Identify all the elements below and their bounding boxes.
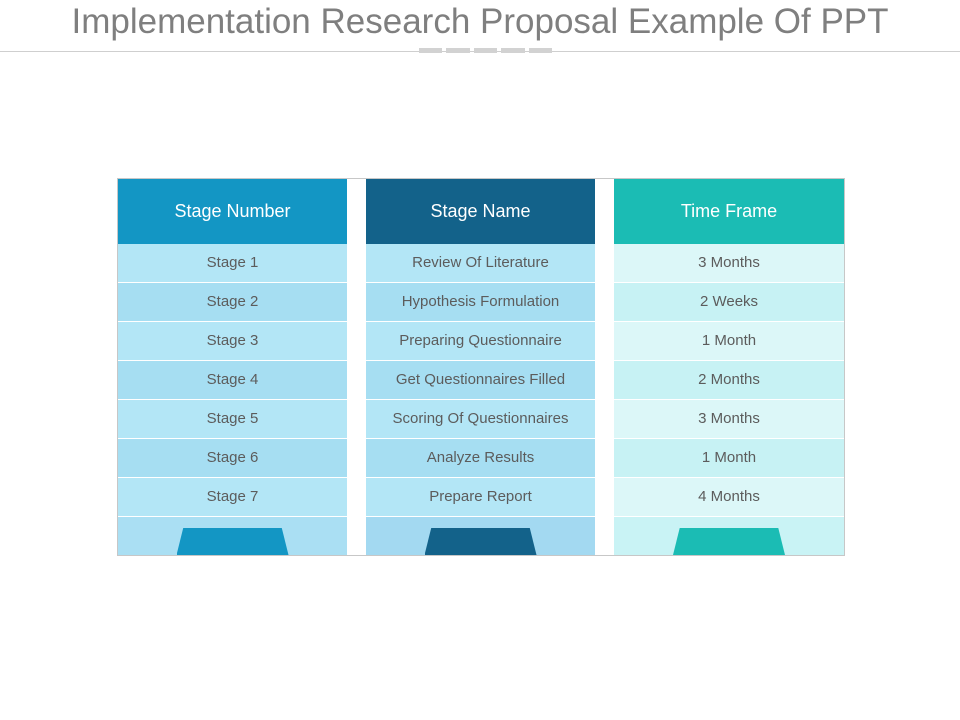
table-cell: Analyze Results: [366, 439, 595, 478]
title-dash: [419, 48, 443, 53]
stage-name-header: Stage Name: [366, 179, 595, 244]
table-cell: Scoring Of Questionnaires: [366, 400, 595, 439]
table-cell: Get Questionnaires Filled: [366, 361, 595, 400]
title-dash: [446, 48, 470, 53]
table-cell: Stage 2: [118, 283, 347, 322]
table-cell: Stage 1: [118, 244, 347, 283]
stage-number-column: Stage Number Stage 1 Stage 2 Stage 3 Sta…: [118, 179, 347, 555]
table-cell: Stage 6: [118, 439, 347, 478]
table-cell: 1 Month: [614, 439, 844, 478]
table-cell: Review Of Literature: [366, 244, 595, 283]
slide-title: Implementation Research Proposal Example…: [71, 2, 889, 41]
stage-name-column: Stage Name Review Of Literature Hypothes…: [366, 179, 595, 555]
table-cell: Preparing Questionnaire: [366, 322, 595, 361]
time-frame-header: Time Frame: [614, 179, 844, 244]
time-frame-cells: 3 Months 2 Weeks 1 Month 2 Months 3 Mont…: [614, 244, 844, 517]
title-dash: [528, 48, 553, 53]
stage-number-header: Stage Number: [118, 179, 347, 244]
trapezoid-tab-decoration: [424, 528, 537, 555]
stage-name-cells: Review Of Literature Hypothesis Formulat…: [366, 244, 595, 517]
implementation-stages-table: Stage Number Stage 1 Stage 2 Stage 3 Sta…: [117, 178, 845, 556]
stage-number-cells: Stage 1 Stage 2 Stage 3 Stage 4 Stage 5 …: [118, 244, 347, 517]
table-cell: Prepare Report: [366, 478, 595, 517]
stage-number-footer: [118, 517, 347, 555]
title-dash: [473, 48, 498, 53]
trapezoid-tab-decoration: [673, 528, 785, 555]
stage-name-footer: [366, 517, 595, 555]
time-frame-column: Time Frame 3 Months 2 Weeks 1 Month 2 Mo…: [614, 179, 844, 555]
table-cell: Stage 4: [118, 361, 347, 400]
table-cell: Hypothesis Formulation: [366, 283, 595, 322]
table-cell: 1 Month: [614, 322, 844, 361]
table-cell: Stage 7: [118, 478, 347, 517]
table-cell: 3 Months: [614, 400, 844, 439]
table-cell: 4 Months: [614, 478, 844, 517]
table-cell: 2 Weeks: [614, 283, 844, 322]
table-cell: Stage 5: [118, 400, 347, 439]
time-frame-footer: [614, 517, 844, 555]
title-dash-decoration: [419, 48, 553, 53]
table-cell: Stage 3: [118, 322, 347, 361]
trapezoid-tab-decoration: [176, 528, 289, 555]
title-dash: [501, 48, 525, 53]
table-cell: 3 Months: [614, 244, 844, 283]
table-cell: 2 Months: [614, 361, 844, 400]
